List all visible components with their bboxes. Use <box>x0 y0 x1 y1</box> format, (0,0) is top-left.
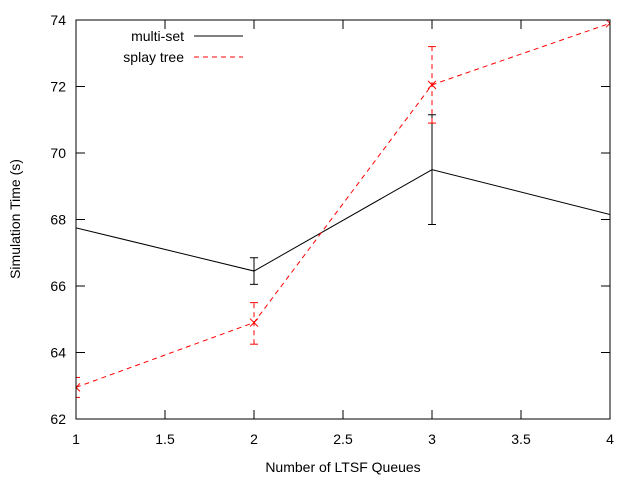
y-tick-label: 70 <box>50 145 66 161</box>
x-tick-label: 1.5 <box>155 431 175 447</box>
legend-label-multi-set: multi-set <box>131 28 184 44</box>
data-point-splay-tree <box>427 80 437 90</box>
y-tick-label: 68 <box>50 212 66 228</box>
plot-border <box>75 19 611 420</box>
marker-stroke <box>76 386 81 392</box>
marker-stroke <box>249 318 259 327</box>
legend-label-splay-tree: splay tree <box>123 49 184 65</box>
y-tick-label: 64 <box>50 345 66 361</box>
series-line-multi-set <box>76 169 610 272</box>
x-tick-label: 3 <box>428 431 436 447</box>
data-point-splay-tree <box>249 318 259 327</box>
legend: multi-set splay tree <box>123 28 243 65</box>
marker-stroke <box>605 20 610 25</box>
x-axis-label: Number of LTSF Queues <box>265 459 420 475</box>
y-tick-label: 66 <box>50 278 66 294</box>
x-tick-label: 2.5 <box>333 431 353 447</box>
y-tick-label: 62 <box>50 411 66 427</box>
x-tick-label: 1 <box>72 431 80 447</box>
x-tick-label: 4 <box>606 431 614 447</box>
y-tick-label: 74 <box>50 12 66 28</box>
marker-stroke <box>605 22 610 28</box>
y-tick-label: 72 <box>50 79 66 95</box>
series-layer <box>76 20 610 398</box>
marker-stroke <box>427 80 437 90</box>
ticks-layer: 1 1.5 2 2.5 3 3.5 4 62 64 66 68 70 72 74 <box>50 12 614 447</box>
x-tick-label: 3.5 <box>511 431 531 447</box>
data-point-splay-tree <box>605 20 610 28</box>
y-axis-label: Simulation Time (s) <box>7 159 23 279</box>
marker-stroke <box>76 383 81 389</box>
x-tick-label: 2 <box>250 431 258 447</box>
series-line-splay-tree <box>76 22 610 388</box>
data-point-splay-tree <box>76 383 81 392</box>
